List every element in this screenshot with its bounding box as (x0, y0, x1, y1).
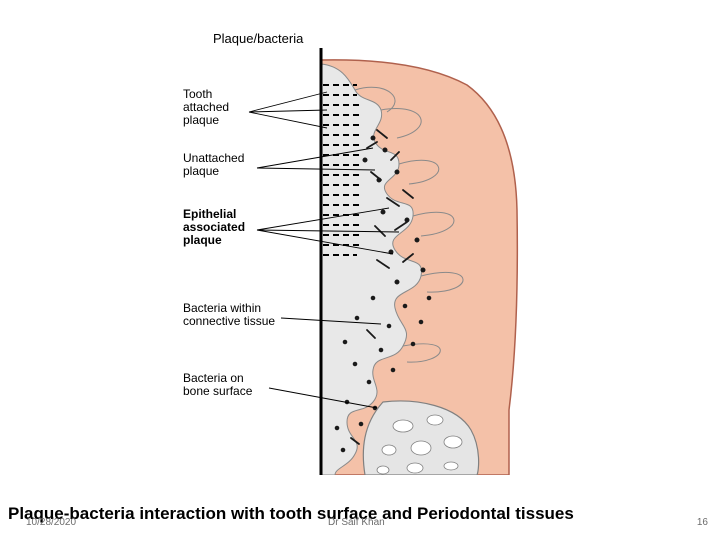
label-bacteria-ct: Bacteria within connective tissue (183, 302, 275, 328)
label-tooth-attached: Tooth attached plaque (183, 88, 229, 128)
footer-page: 16 (697, 517, 708, 528)
label-bacteria-bone: Bacteria on bone surface (183, 372, 252, 398)
footer-date: 10/28/2020 (26, 517, 76, 528)
slide-caption: Plaque-bacteria interaction with tooth s… (8, 504, 574, 524)
diagram-svg (177, 30, 532, 475)
footer-author: Dr Saif Khan (328, 517, 385, 528)
label-epithelial: Epithelial associated plaque (183, 208, 245, 248)
label-unattached: Unattached plaque (183, 152, 244, 178)
diagram-container: Plaque/bacteria Tooth attached plaque Un… (177, 30, 532, 475)
heading-label: Plaque/bacteria (213, 32, 303, 46)
